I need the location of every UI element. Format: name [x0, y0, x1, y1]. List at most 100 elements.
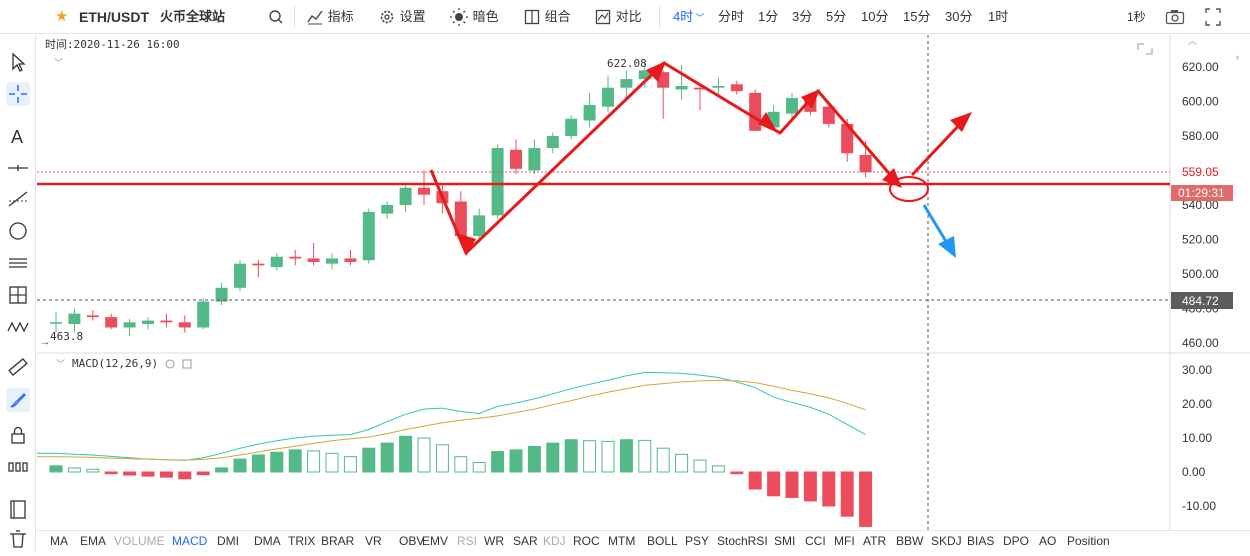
- indicator-ma[interactable]: MA: [50, 534, 68, 548]
- collapse-chevron-icon[interactable]: ﹀: [54, 58, 63, 68]
- expand-chart-icon[interactable]: [1137, 43, 1153, 55]
- indicator-bbw[interactable]: BBW: [896, 534, 924, 548]
- indicator-obv[interactable]: OBV: [399, 534, 425, 548]
- layout-button[interactable]: 组合: [523, 0, 571, 34]
- visibility-toggle-icon[interactable]: [6, 455, 30, 479]
- circle-tool-icon[interactable]: [6, 219, 30, 243]
- grid-layout-icon: [524, 9, 540, 25]
- wave-pattern-icon[interactable]: [6, 315, 30, 339]
- indicator-smi[interactable]: SMI: [774, 534, 796, 548]
- candle-body: [786, 98, 798, 114]
- interval-30m[interactable]: 30分: [945, 9, 973, 24]
- candle-body: [565, 118, 578, 136]
- indicator-atr[interactable]: ATR: [863, 534, 887, 548]
- delete-icon[interactable]: [6, 527, 30, 551]
- candle-body: [510, 149, 522, 169]
- interval-10m[interactable]: 10分: [861, 9, 889, 24]
- interval-1m[interactable]: 1分: [758, 9, 779, 24]
- compare-button[interactable]: 对比: [594, 0, 642, 34]
- user-drawing[interactable]: [37, 61, 1170, 258]
- current-price-tag: 559.05: [1182, 165, 1219, 179]
- macd-collapse-icon[interactable]: ﹀: [56, 359, 65, 369]
- interval-timeline[interactable]: 分时: [718, 9, 745, 24]
- macd-axis-tick: -10.00: [1182, 499, 1216, 513]
- parallel-lines-icon[interactable]: [6, 251, 30, 275]
- indicator-position[interactable]: Position: [1067, 534, 1110, 548]
- chart-area[interactable]: 460.00480.00500.00520.00540.00560.00580.…: [0, 0, 1250, 530]
- high-annotation: 622.08: [607, 57, 647, 70]
- interval-4h[interactable]: 4时 ﹀: [673, 0, 704, 34]
- indicator-wr[interactable]: WR: [484, 534, 504, 548]
- indicator-cci[interactable]: CCI: [805, 534, 826, 548]
- fullscreen-icon[interactable]: [1203, 0, 1223, 34]
- indicator-sar[interactable]: SAR: [513, 534, 538, 548]
- text-tool-icon[interactable]: A: [6, 124, 30, 148]
- symbol-name[interactable]: ETH/USDT: [79, 9, 149, 25]
- indicator-dmi[interactable]: DMI: [217, 534, 239, 548]
- indicator-mfi[interactable]: MFI: [834, 534, 855, 548]
- indicator-kdj[interactable]: KDJ: [543, 534, 566, 548]
- settings-button[interactable]: 设置: [378, 0, 426, 34]
- ruler-icon[interactable]: [6, 355, 30, 379]
- indicator-rsi[interactable]: RSI: [457, 534, 478, 548]
- price-axis-tick: 520.00: [1182, 233, 1219, 247]
- indicator-brar[interactable]: BRAR: [321, 534, 355, 548]
- brush-icon[interactable]: [6, 388, 30, 412]
- search-icon[interactable]: [268, 0, 284, 34]
- candle-body: [749, 92, 762, 131]
- gear-icon: [380, 10, 394, 24]
- indicator-volume[interactable]: VOLUME: [114, 534, 165, 548]
- indicators-button[interactable]: 指标: [306, 0, 354, 34]
- dark-mode-button[interactable]: 暗色: [449, 0, 499, 34]
- macd-histogram-bar: [215, 467, 229, 473]
- camera-icon[interactable]: [1164, 0, 1186, 34]
- price-axis-tick: 460.00: [1182, 336, 1219, 350]
- indicator-skdj[interactable]: SKDJ: [931, 534, 962, 548]
- indicator-ema[interactable]: EMA: [80, 534, 107, 548]
- indicator-boll[interactable]: BOLL: [647, 534, 678, 548]
- macd-histogram-bar: [767, 471, 781, 497]
- indicator-macd[interactable]: MACD: [172, 534, 208, 548]
- indicator-roc[interactable]: ROC: [573, 534, 600, 548]
- candle-body: [620, 79, 633, 88]
- settings-label: 设置: [399, 9, 426, 24]
- macd-histogram-bar: [251, 454, 265, 473]
- macd-histogram-bar: [546, 442, 560, 473]
- indicator-mtm[interactable]: MTM: [608, 534, 636, 548]
- scale-toggle-icon[interactable]: ︿: [1188, 36, 1197, 46]
- indicator-dma[interactable]: DMA: [254, 534, 281, 548]
- macd-histogram-bar: [840, 471, 854, 517]
- price-axis-tick: 500.00: [1182, 267, 1219, 281]
- indicator-bias[interactable]: BIAS: [967, 534, 995, 548]
- refresh-rate[interactable]: 1秒: [1127, 10, 1146, 24]
- macd-close-icon[interactable]: [182, 359, 192, 369]
- macd-histogram-bar: [601, 440, 615, 473]
- favorite-star-icon[interactable]: ★: [55, 8, 69, 25]
- indicator-stochrsi[interactable]: StochRSI: [717, 534, 768, 548]
- indicator-ao[interactable]: AO: [1039, 534, 1057, 548]
- interval-1h[interactable]: 1时: [988, 9, 1009, 24]
- candle-body: [473, 215, 486, 237]
- interval-3m[interactable]: 3分: [792, 9, 813, 24]
- exchange-name[interactable]: 火币全球站: [160, 9, 226, 24]
- indicator-psy[interactable]: PSY: [685, 534, 710, 548]
- candle-body: [454, 201, 467, 237]
- macd-settings-icon[interactable]: [165, 359, 175, 369]
- crosshair-icon[interactable]: [6, 82, 30, 106]
- candle-body: [822, 106, 835, 124]
- interval-15m[interactable]: 15分: [903, 9, 931, 24]
- cursor-arrow-icon[interactable]: [6, 50, 30, 74]
- lock-icon[interactable]: [6, 423, 30, 447]
- macd-histogram-bar: [564, 439, 578, 473]
- fibonacci-icon[interactable]: [6, 283, 30, 307]
- template-icon[interactable]: [6, 497, 30, 521]
- indicator-trix[interactable]: TRIX: [288, 534, 316, 548]
- indicator-dpo[interactable]: DPO: [1003, 534, 1030, 548]
- low-pointer: →: [40, 337, 50, 348]
- interval-5m[interactable]: 5分: [826, 9, 847, 24]
- trend-line-icon[interactable]: [6, 187, 30, 211]
- macd-histogram-bar: [270, 451, 284, 473]
- indicator-vr[interactable]: VR: [365, 534, 382, 548]
- indicator-emv[interactable]: EMV: [422, 534, 449, 548]
- horizontal-line-icon[interactable]: [6, 156, 30, 180]
